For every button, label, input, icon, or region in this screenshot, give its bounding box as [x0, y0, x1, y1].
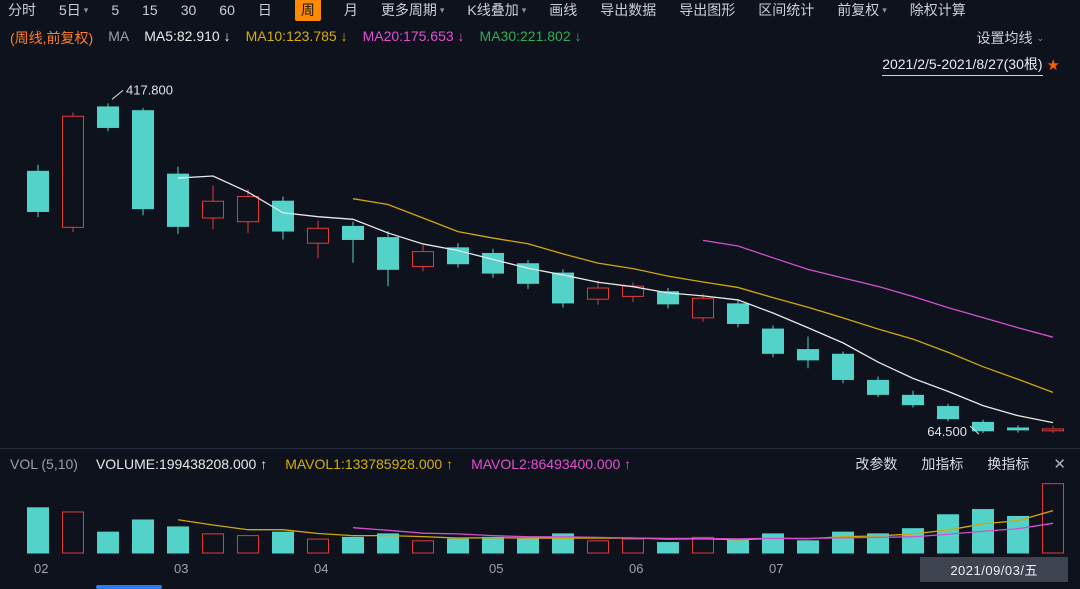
svg-text:64.500: 64.500 — [927, 424, 967, 439]
toolbar-item-label: 周 — [300, 2, 315, 18]
scrollbar-thumb[interactable] — [96, 585, 162, 589]
toolbar-item-画线[interactable]: 画线 — [549, 0, 577, 20]
toolbar-item-label: 30 — [180, 2, 197, 18]
ma-legend-row: (周线,前复权) MA MA5:82.910 ↓ MA10:123.785 ↓ MA… — [10, 28, 582, 48]
chevron-down-icon: ▾ — [439, 4, 445, 15]
x-axis: 2021/09/03/五 02 03 04 05 06 07 — [0, 556, 1080, 582]
toolbar-item-label: K线叠加 — [467, 2, 519, 18]
axis-month-label: 07 — [769, 561, 784, 576]
toolbar-item-区间统计[interactable]: 区间统计 — [758, 0, 814, 20]
chevron-down-icon: ⌄ — [1036, 32, 1044, 43]
svg-text:417.800: 417.800 — [126, 82, 173, 97]
date-range-label: 2021/2/5-2021/8/27(30根) — [882, 54, 1043, 76]
ma-value-ma30: MA30:221.802 ↓ — [479, 28, 582, 44]
toolbar-item-分时[interactable]: 分时 — [8, 0, 36, 20]
chevron-down-icon: ▾ — [882, 4, 887, 15]
toolbar-item-5[interactable]: 5 — [111, 2, 119, 18]
ma-value-ma10: MA10:123.785 ↓ — [245, 28, 348, 44]
toolbar-item-导出数据[interactable]: 导出数据 — [600, 0, 656, 20]
toolbar-item-label: 除权计算 — [909, 2, 966, 18]
ma-value-ma5: MA5:82.910 ↓ — [144, 28, 231, 44]
ma-group-label: MA — [108, 28, 130, 44]
toolbar-item-15[interactable]: 15 — [142, 2, 158, 18]
toolbar-item-label: 导出数据 — [600, 2, 657, 18]
toolbar-item-label: 15 — [142, 2, 158, 18]
set-ma-label: 设置均线 — [976, 30, 1033, 46]
vol-values: VOLUME:199438208.000 ↑ MAVOL1:133785928.0… — [96, 456, 631, 472]
toolbar-item-label: 更多周期 — [380, 2, 437, 18]
set-ma-button[interactable]: 设置均线 ⌄ — [976, 28, 1044, 48]
toolbar-item-除权计算[interactable]: 除权计算 — [910, 0, 966, 20]
toolbar-item-K线叠加[interactable]: K线叠加 ▾ — [467, 0, 526, 20]
toolbar-item-前复权[interactable]: 前复权 ▾ — [837, 0, 887, 20]
toolbar-item-日[interactable]: 日 — [258, 0, 272, 20]
toolbar-item-label: 月 — [343, 2, 358, 18]
vol-value-volume: VOLUME:199438208.000 ↑ — [95, 456, 268, 472]
toolbar-item-label: 5 — [111, 2, 120, 18]
toolbar-item-label: 日 — [257, 2, 272, 18]
toolbar-item-label: 5日 — [59, 2, 81, 18]
ma-value-ma20: MA20:175.653 ↓ — [362, 28, 465, 44]
chevron-down-icon: ▾ — [83, 4, 89, 15]
toolbar-item-30[interactable]: 30 — [181, 2, 197, 18]
toolbar-item-导出图形[interactable]: 导出图形 — [679, 0, 735, 20]
cursor-date-badge: 2021/09/03/五 — [920, 557, 1068, 582]
toolbar-item-5日[interactable]: 5日 ▾ — [59, 0, 88, 20]
volume-legend-row: VOL (5,10) VOLUME:199438208.000 ↑ MAVOL1:… — [0, 448, 1080, 479]
vol-button-加指标[interactable]: 加指标 — [921, 456, 964, 472]
chevron-down-icon: ▾ — [521, 4, 527, 15]
toolbar-item-label: 画线 — [549, 2, 578, 18]
close-icon[interactable]: ✕ — [1053, 456, 1066, 473]
vol-button-换指标[interactable]: 换指标 — [987, 456, 1030, 472]
toolbar-item-label: 导出图形 — [679, 2, 736, 18]
vol-button-改参数[interactable]: 改参数 — [855, 456, 898, 472]
favorite-star-icon[interactable]: ★ — [1046, 57, 1060, 74]
date-range-row: 2021/2/5-2021/8/27(30根) ★ — [882, 54, 1060, 76]
vol-toolbar: 改参数 加指标 换指标 ✕ — [855, 454, 1080, 474]
axis-month-label: 06 — [629, 561, 644, 576]
axis-month-label: 02 — [34, 561, 49, 576]
chart-mode-label: (周线,前复权) — [10, 30, 94, 46]
axis-month-label: 03 — [174, 561, 189, 576]
toolbar-item-周[interactable]: 周 — [294, 0, 321, 21]
toolbar-item-label: 前复权 — [837, 2, 880, 18]
toolbar-item-60[interactable]: 60 — [219, 2, 235, 18]
vol-value-mavol1: MAVOL1:133785928.000 ↑ — [285, 456, 454, 472]
toolbar-item-月[interactable]: 月 — [344, 0, 358, 20]
vol-value-mavol2: MAVOL2:86493400.000 ↑ — [471, 456, 632, 472]
axis-month-label: 05 — [489, 561, 504, 576]
toolbar-item-label: 60 — [219, 2, 235, 18]
toolbar-item-更多周期[interactable]: 更多周期 ▾ — [381, 0, 445, 20]
toolbar-item-label: 分时 — [8, 2, 36, 18]
vol-indicator-label: VOL (5,10) — [10, 456, 78, 472]
axis-month-label: 04 — [314, 561, 329, 576]
period-toolbar: 分时 5日 ▾ 5 15 30 60 日周月更多周期 ▾ K线叠加 ▾ 画线 导出数据 导出图形 区间统计前… — [0, 0, 1080, 22]
toolbar-item-label: 区间统计 — [758, 2, 815, 18]
